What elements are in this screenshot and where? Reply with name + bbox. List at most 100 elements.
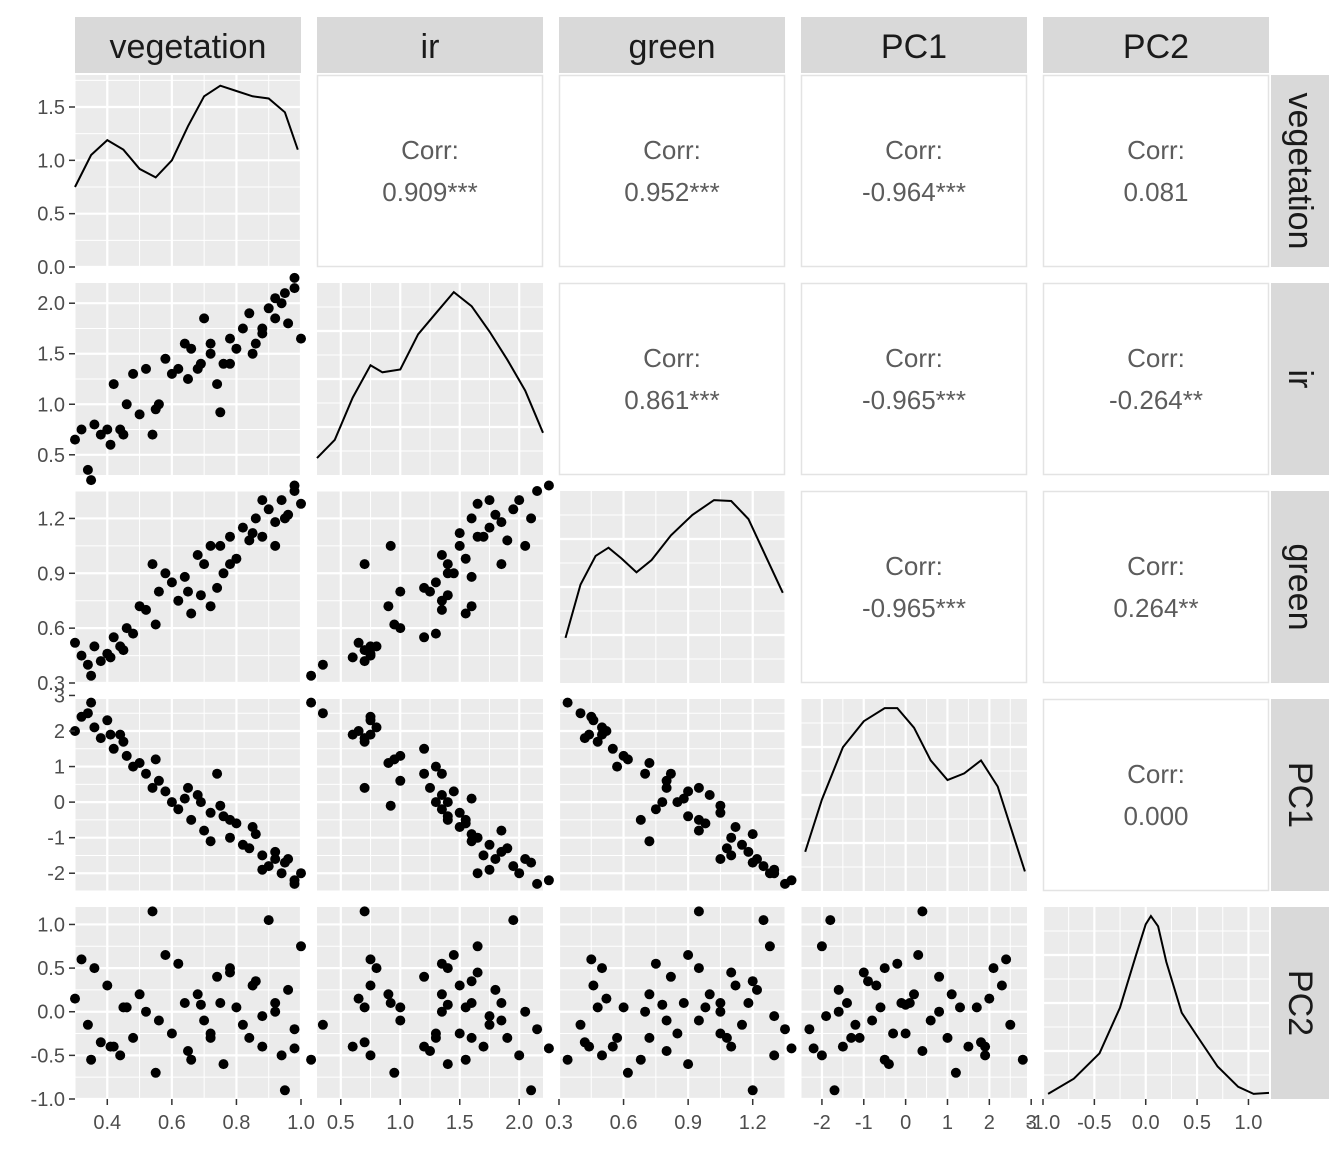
data-point bbox=[747, 829, 758, 840]
x-tick-label: 0.9 bbox=[674, 1112, 702, 1134]
data-point bbox=[661, 1015, 672, 1026]
y-axis-vegetation: 0.0 0.5 1.0 1.5 bbox=[37, 97, 75, 279]
data-point bbox=[365, 1050, 376, 1061]
data-point bbox=[296, 333, 306, 344]
y-tick-label: -2 bbox=[47, 863, 65, 885]
row-strip-label: PC1 bbox=[1281, 762, 1319, 828]
data-point bbox=[454, 1028, 465, 1039]
data-point bbox=[215, 998, 226, 1008]
data-point bbox=[1017, 1054, 1028, 1065]
data-point bbox=[425, 782, 435, 793]
row-strip-label: PC2 bbox=[1281, 970, 1319, 1036]
data-point bbox=[425, 586, 435, 597]
data-point bbox=[490, 984, 501, 995]
data-point bbox=[726, 1041, 737, 1052]
data-point bbox=[752, 984, 762, 995]
data-point bbox=[909, 989, 919, 1000]
correlation-value: 0.081 bbox=[1123, 177, 1188, 207]
data-point bbox=[183, 782, 193, 793]
x-tick-label: 0.3 bbox=[545, 1112, 573, 1134]
data-point bbox=[385, 998, 396, 1008]
data-point bbox=[980, 1041, 991, 1052]
y-tick-label: 0.5 bbox=[37, 445, 65, 467]
data-point bbox=[263, 504, 274, 515]
panel-vegetation-ir: Corr: 0.909*** bbox=[316, 74, 544, 268]
row-strip-label: vegetation bbox=[1281, 93, 1319, 250]
data-point bbox=[730, 980, 741, 991]
data-point bbox=[442, 814, 453, 825]
data-point bbox=[829, 1085, 840, 1096]
data-point bbox=[466, 513, 477, 524]
density-curve bbox=[804, 707, 1026, 872]
data-point bbox=[466, 571, 477, 582]
data-point bbox=[490, 509, 501, 520]
data-point bbox=[657, 999, 668, 1010]
data-point bbox=[472, 941, 483, 952]
data-point bbox=[946, 989, 957, 1000]
data-point bbox=[769, 864, 780, 875]
data-point bbox=[95, 733, 106, 744]
data-point bbox=[466, 976, 477, 987]
data-point bbox=[436, 768, 447, 779]
data-point bbox=[365, 729, 376, 740]
row-strip-vegetation: vegetation bbox=[1271, 75, 1329, 267]
correlation-value: -0.964*** bbox=[862, 177, 966, 207]
data-point bbox=[102, 980, 113, 991]
row-strip-pc2: PC2 bbox=[1271, 907, 1329, 1099]
column-strip-label: PC1 bbox=[881, 28, 947, 66]
data-point bbox=[821, 1011, 832, 1022]
data-point bbox=[532, 878, 543, 889]
data-point bbox=[650, 958, 661, 969]
data-point bbox=[592, 1002, 603, 1013]
data-point bbox=[395, 1002, 406, 1013]
data-point bbox=[86, 670, 97, 681]
data-point bbox=[270, 1006, 281, 1017]
data-point bbox=[276, 495, 287, 506]
x-tick-label: 0.8 bbox=[223, 1112, 251, 1134]
x-axis-vegetation: 0.4 0.6 0.8 1.0 bbox=[93, 1099, 315, 1134]
data-point bbox=[963, 1041, 974, 1052]
data-point bbox=[147, 559, 158, 570]
data-point bbox=[436, 1006, 447, 1017]
data-point bbox=[520, 540, 531, 551]
data-point bbox=[195, 358, 206, 369]
data-point bbox=[466, 829, 477, 840]
panel-pc1-vegetation bbox=[70, 697, 306, 892]
data-point bbox=[95, 656, 106, 667]
x-tick-label: 1.0 bbox=[287, 1112, 315, 1134]
data-point bbox=[454, 540, 465, 551]
data-point bbox=[150, 619, 161, 630]
row-strip-label: green bbox=[1281, 544, 1319, 631]
data-point bbox=[365, 980, 376, 991]
data-point bbox=[543, 875, 554, 886]
x-tick-label: 0.6 bbox=[610, 1112, 638, 1134]
data-point bbox=[89, 722, 100, 733]
data-point bbox=[747, 976, 758, 987]
data-point bbox=[454, 807, 465, 818]
data-point bbox=[108, 632, 119, 643]
panel-ir-green: Corr: 0.861*** bbox=[558, 282, 786, 476]
data-point bbox=[270, 540, 281, 551]
data-point bbox=[858, 967, 869, 978]
column-strip-label: vegetation bbox=[110, 28, 267, 66]
data-point bbox=[597, 963, 607, 974]
data-point bbox=[147, 429, 158, 440]
data-point bbox=[496, 846, 507, 857]
data-point bbox=[95, 1037, 106, 1048]
data-point bbox=[543, 1043, 554, 1054]
y-tick-label: 0.5 bbox=[37, 204, 65, 226]
data-point bbox=[141, 604, 151, 615]
x-tick-label: 1.2 bbox=[739, 1112, 767, 1134]
density-curve bbox=[74, 84, 299, 188]
data-point bbox=[82, 464, 93, 475]
correlation-panel-box bbox=[800, 490, 1028, 684]
data-point bbox=[644, 758, 655, 768]
data-point bbox=[875, 1002, 886, 1013]
data-point bbox=[205, 348, 216, 359]
data-point bbox=[478, 850, 489, 861]
data-point bbox=[678, 998, 689, 1008]
column-strip-label: green bbox=[629, 28, 716, 66]
data-point bbox=[460, 1002, 471, 1013]
data-point bbox=[359, 736, 370, 747]
data-point bbox=[306, 670, 317, 681]
